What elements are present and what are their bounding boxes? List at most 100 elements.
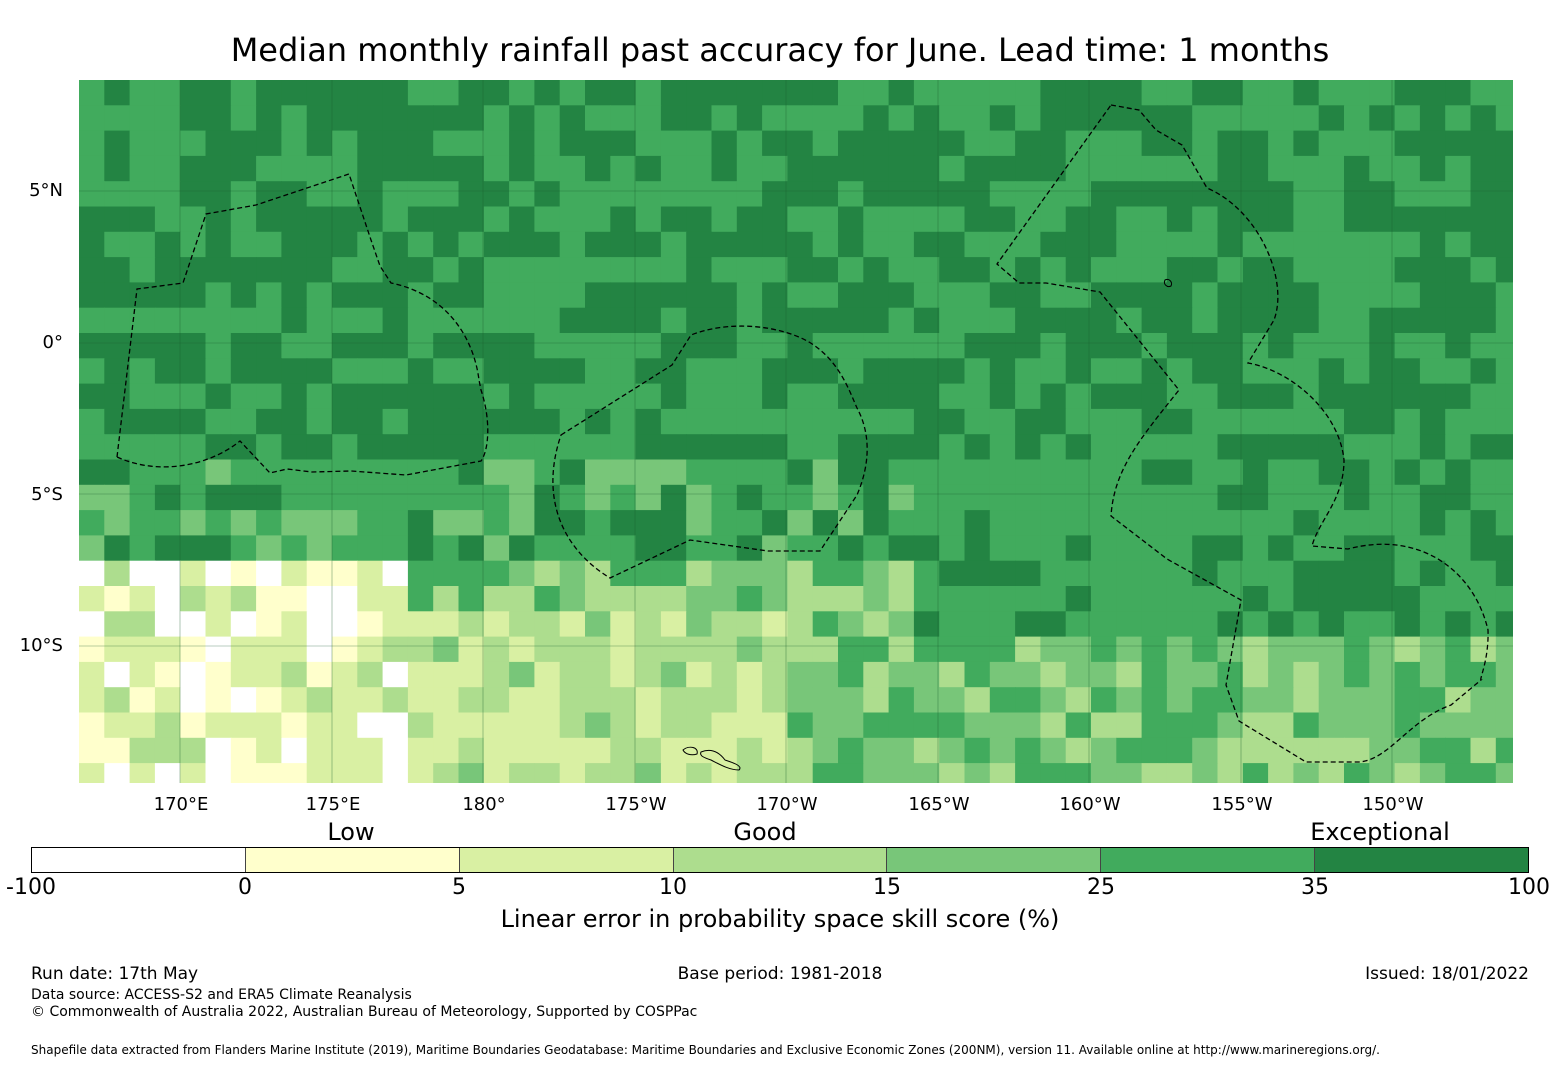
skill-cell — [154, 712, 181, 739]
skill-cell — [913, 712, 940, 739]
skill-cell — [154, 130, 181, 157]
skill-cell — [686, 586, 713, 612]
skill-cell — [1470, 181, 1497, 208]
skill-cell — [433, 231, 460, 258]
skill-cell — [104, 307, 131, 334]
skill-cell — [888, 560, 915, 587]
skill-cell — [1268, 763, 1294, 783]
skill-cell — [610, 257, 637, 283]
skill-cell — [1495, 333, 1513, 359]
skill-cell — [104, 484, 131, 511]
skill-cell — [1192, 434, 1219, 461]
skill-cell — [332, 181, 358, 208]
skill-cell — [964, 80, 991, 106]
skill-cell — [1495, 206, 1513, 233]
skill-cell — [989, 636, 1016, 663]
skill-cell — [660, 257, 687, 283]
skill-cell — [660, 383, 687, 410]
skill-cell — [711, 358, 738, 385]
skill-cell — [1217, 155, 1244, 182]
skill-cell — [458, 181, 485, 208]
skill-cell — [1091, 307, 1117, 334]
skill-cell — [154, 358, 181, 385]
skill-cell — [205, 181, 232, 208]
skill-cell — [1495, 661, 1513, 688]
skill-cell — [1065, 358, 1092, 385]
skill-cell — [610, 459, 637, 486]
skill-cell — [1166, 611, 1193, 638]
skill-cell — [1242, 661, 1269, 688]
skill-cell — [787, 333, 814, 359]
skill-cell — [1394, 408, 1421, 435]
skill-cell — [104, 408, 131, 435]
skill-cell — [407, 510, 434, 536]
skill-cell — [711, 484, 738, 511]
skill-cell — [1091, 763, 1117, 783]
skill-cell — [104, 130, 131, 157]
skill-cell — [357, 535, 384, 562]
copyright-notice: © Commonwealth of Australia 2022, Austra… — [31, 1004, 698, 1020]
skill-cell — [1242, 737, 1269, 764]
skill-cell — [1445, 737, 1472, 764]
skill-cell — [711, 661, 738, 688]
skill-cell — [230, 206, 257, 233]
skill-cell — [660, 408, 687, 435]
skill-cell — [787, 484, 814, 511]
skill-cell — [1293, 257, 1320, 283]
skill-cell — [1116, 155, 1143, 182]
skill-cell — [332, 130, 358, 157]
skill-cell — [1166, 231, 1193, 258]
skill-cell — [1369, 586, 1396, 612]
skill-cell — [1495, 636, 1513, 663]
skill-cell — [635, 231, 662, 258]
skill-cell — [1369, 282, 1396, 309]
skill-cell — [1445, 712, 1472, 739]
skill-cell — [610, 560, 637, 587]
skill-cell — [1015, 181, 1041, 208]
skill-cell — [686, 358, 713, 385]
skill-cell — [281, 636, 308, 663]
skill-cell — [256, 383, 282, 410]
skill-cell — [559, 687, 586, 714]
skill-cell — [104, 560, 131, 587]
skill-cell — [458, 586, 485, 612]
skill-cell — [407, 763, 434, 783]
skill-cell — [1344, 510, 1370, 536]
skill-cell — [1040, 408, 1067, 435]
skill-cell — [306, 586, 333, 612]
skill-cell — [458, 282, 485, 309]
skill-cell — [129, 130, 156, 157]
skill-cell — [1344, 408, 1370, 435]
skill-cell — [281, 130, 308, 157]
skill-cell — [1065, 80, 1092, 106]
skill-cell — [863, 510, 890, 536]
skill-cell — [1369, 737, 1396, 764]
skill-cell — [357, 510, 384, 536]
skill-cell — [964, 586, 991, 612]
skill-cell — [1040, 459, 1067, 486]
skill-cell — [585, 282, 611, 309]
skill-cell — [1242, 333, 1269, 359]
skill-cell — [1293, 307, 1320, 334]
skill-cell — [762, 636, 788, 663]
skill-cell — [964, 560, 991, 587]
skill-cell — [1470, 687, 1497, 714]
skill-cell — [1015, 687, 1041, 714]
skill-cell — [1116, 358, 1143, 385]
skill-cell — [1344, 560, 1370, 587]
skill-cell — [1344, 358, 1370, 385]
skill-cell — [534, 231, 561, 258]
skill-cell — [1015, 206, 1041, 233]
skill-cell — [458, 611, 485, 638]
skill-cell — [1369, 383, 1396, 410]
skill-cell — [787, 307, 814, 334]
skill-cell — [281, 257, 308, 283]
skill-cell — [711, 105, 738, 132]
skill-cell — [838, 712, 864, 739]
skill-cell — [1419, 586, 1446, 612]
skill-cell — [1495, 459, 1513, 486]
skill-cell — [256, 737, 282, 764]
skill-cell — [1192, 586, 1219, 612]
skill-cell — [1242, 383, 1269, 410]
skill-cell — [483, 661, 510, 688]
